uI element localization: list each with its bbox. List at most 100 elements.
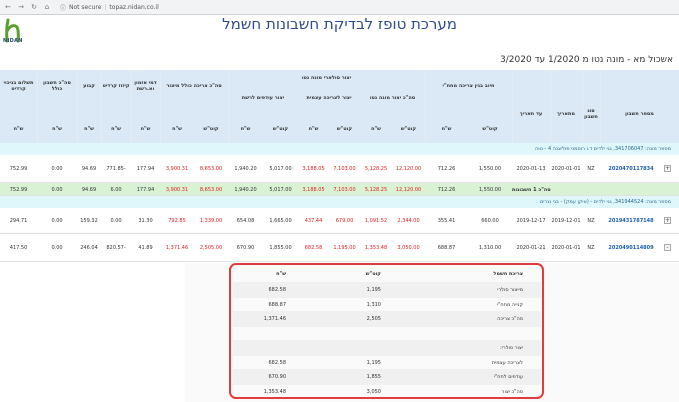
detail-label: סה"כ צריכה [497,316,523,322]
cell-tot-nis: 3,900.31 [165,186,189,193]
cell-sur-kwh: 5,017.00 [269,186,292,193]
detail-kwh: 2,505 [366,316,381,322]
col-group-solar: יצור סולארי מונה נטו [301,75,352,81]
to-date: 2020-01-21 [516,245,546,251]
detail-nis: 1,353.48 [263,388,286,395]
detail-label: עודפים לחח"י [493,374,523,380]
cell-self-nis: 3,188.05 [302,186,325,193]
detail-nis: 682.58 [268,359,287,366]
cell-meter-nis: 5,128.25 [364,166,388,172]
cell-fixed: 41.89 [138,245,153,251]
unit-nis: ש"ח [441,126,452,132]
cell-meter-kwh: 2,344.00 [397,218,420,224]
cell-cons-nis: 688.87 [437,245,456,251]
cell-self-kwh: 7,103.00 [333,166,356,172]
detail-kwh: 1,195 [366,287,381,293]
cell-self-kwh: 7,103.00 [333,186,356,193]
cell-tot-kwh: 8,653.00 [199,166,223,172]
col-self-consumption: יצור לצריכה עצמית [306,95,352,101]
cell-total: 0.00 [51,186,63,193]
cell-kva: 159.32 [80,218,98,224]
expand-button[interactable]: + [664,165,671,172]
row-divider [0,182,679,183]
detail-row: סה"כ יצור 3,050 1,353.48 [233,384,541,400]
account-number-link[interactable]: 2020490114809 [608,245,654,251]
cell-tot-nis: 3,900.31 [165,166,189,172]
detail-label: קנייה מחח"י [497,301,523,308]
account-number-link[interactable]: 2019431787148 [608,218,654,224]
detail-row: קנייה מחח"י 1,310 688.87 [233,297,541,313]
row-divider [0,233,679,234]
account-type: NZ [587,245,595,251]
detail-head-nis: ש"ח [276,271,286,277]
address-bar[interactable]: ⓘ Not secure | topaz.nidan.co.il [60,3,159,12]
security-label: Not secure [69,3,102,11]
unit-nis: ש"ח [371,126,381,132]
logo-text: NIDAN [3,38,23,44]
cell-self-kwh: 1,195.00 [333,245,356,251]
cell-tot-kwh: 8,653.00 [199,186,223,193]
cell-sur-nis: 670.90 [236,245,255,251]
from-date: 2020-01-01 [551,166,581,172]
unit-nis: ש"ח [172,126,182,132]
back-arrow-icon[interactable]: ← [5,3,11,11]
cell-tot-kwh: 2,505.00 [199,245,223,251]
col-surplus: יצור עודפים לרשת [241,95,285,101]
row-divider [0,195,679,196]
cell-self-nis: 437.44 [304,218,323,224]
account-number-link[interactable]: 2020470117834 [608,166,654,172]
cell-sur-kwh: 5,017.00 [269,166,292,172]
cell-fixed: 177.94 [136,166,155,172]
cell-credit: -771.85 [106,166,126,172]
report-subtitle: אשכול מא - מונה נטו מ 1/2020 עד 3/2020 [500,55,673,65]
account-type: NZ [587,166,595,172]
cell-pay: 752.99 [9,186,28,193]
collapse-button[interactable]: - [664,244,671,251]
unit-kwh: קוט"ש [272,126,289,132]
home-icon[interactable]: ⌂ [44,3,50,11]
cell-cons-kwh: 1,550.00 [478,166,502,172]
nidan-logo-icon [5,18,20,43]
detail-head-kwh: קוט"ש [365,271,381,277]
col-group-consumption: חיוב בגין צריכה מחח"י [442,83,495,89]
cell-kva: 94.69 [81,166,97,172]
unit-kwh: קוט"ש [336,126,353,132]
forward-arrow-icon[interactable]: → [18,3,24,11]
expand-button[interactable]: + [664,217,671,224]
cell-tot-kwh: 1,339.00 [199,218,223,224]
unit-nis: ש"ח [140,126,151,132]
detail-row: סה"כ צריכה 2,505 1,371.46 [233,311,541,327]
col-payment-after-credit: תשלום בניכוי קרדיט [3,80,34,92]
detail-nis: 1,371.46 [263,316,286,322]
cell-credit: 0.00 [110,218,122,224]
col-account-type: סוג חשבון [584,108,598,120]
cell-self-nis: 682.58 [304,245,323,251]
cell-total: 0.00 [51,245,63,251]
unit-nis: ש"ח [52,126,62,132]
group-header-row: מספר מונה: 341944524, גני ילדים - (איקן … [0,196,679,208]
cell-meter-nis: 5,128.25 [364,186,388,193]
cell-self-nis: 3,188.05 [302,166,325,172]
cell-sur-nis: 1,940.20 [234,166,257,172]
unit-nis: ש"ח [111,126,121,132]
cell-fixed: 31.30 [138,218,153,224]
cell-total: 0.00 [51,218,63,224]
unit-nis: ש"ח [13,126,24,132]
cell-kva: 94.69 [81,186,97,193]
table-header [0,70,679,143]
reload-icon[interactable]: ↻ [31,3,37,11]
cell-meter-kwh: 12,120.00 [395,166,422,172]
detail-label: לצריכה עצמית [491,359,523,366]
unit-kwh: קוט"ש [203,126,219,132]
subtotal-label: סה"כ 1 חשבונות [512,186,551,193]
cell-cons-kwh: 1,550.00 [478,186,502,193]
url-separator: | [104,3,107,11]
cell-credit: 6.00 [110,186,122,193]
cell-kva: 246.04 [80,245,98,251]
detail-header-row: צריכת חשמל קוט"ש ש"ח [233,266,541,282]
from-date: 2019-12-01 [551,218,581,224]
cell-fixed: 177.94 [136,186,155,193]
col-kva: קבוע [83,83,95,89]
col-fixed-fee: דמי אזמון וא.רשת [134,80,157,92]
unit-kwh: קוט"ש [400,126,417,132]
